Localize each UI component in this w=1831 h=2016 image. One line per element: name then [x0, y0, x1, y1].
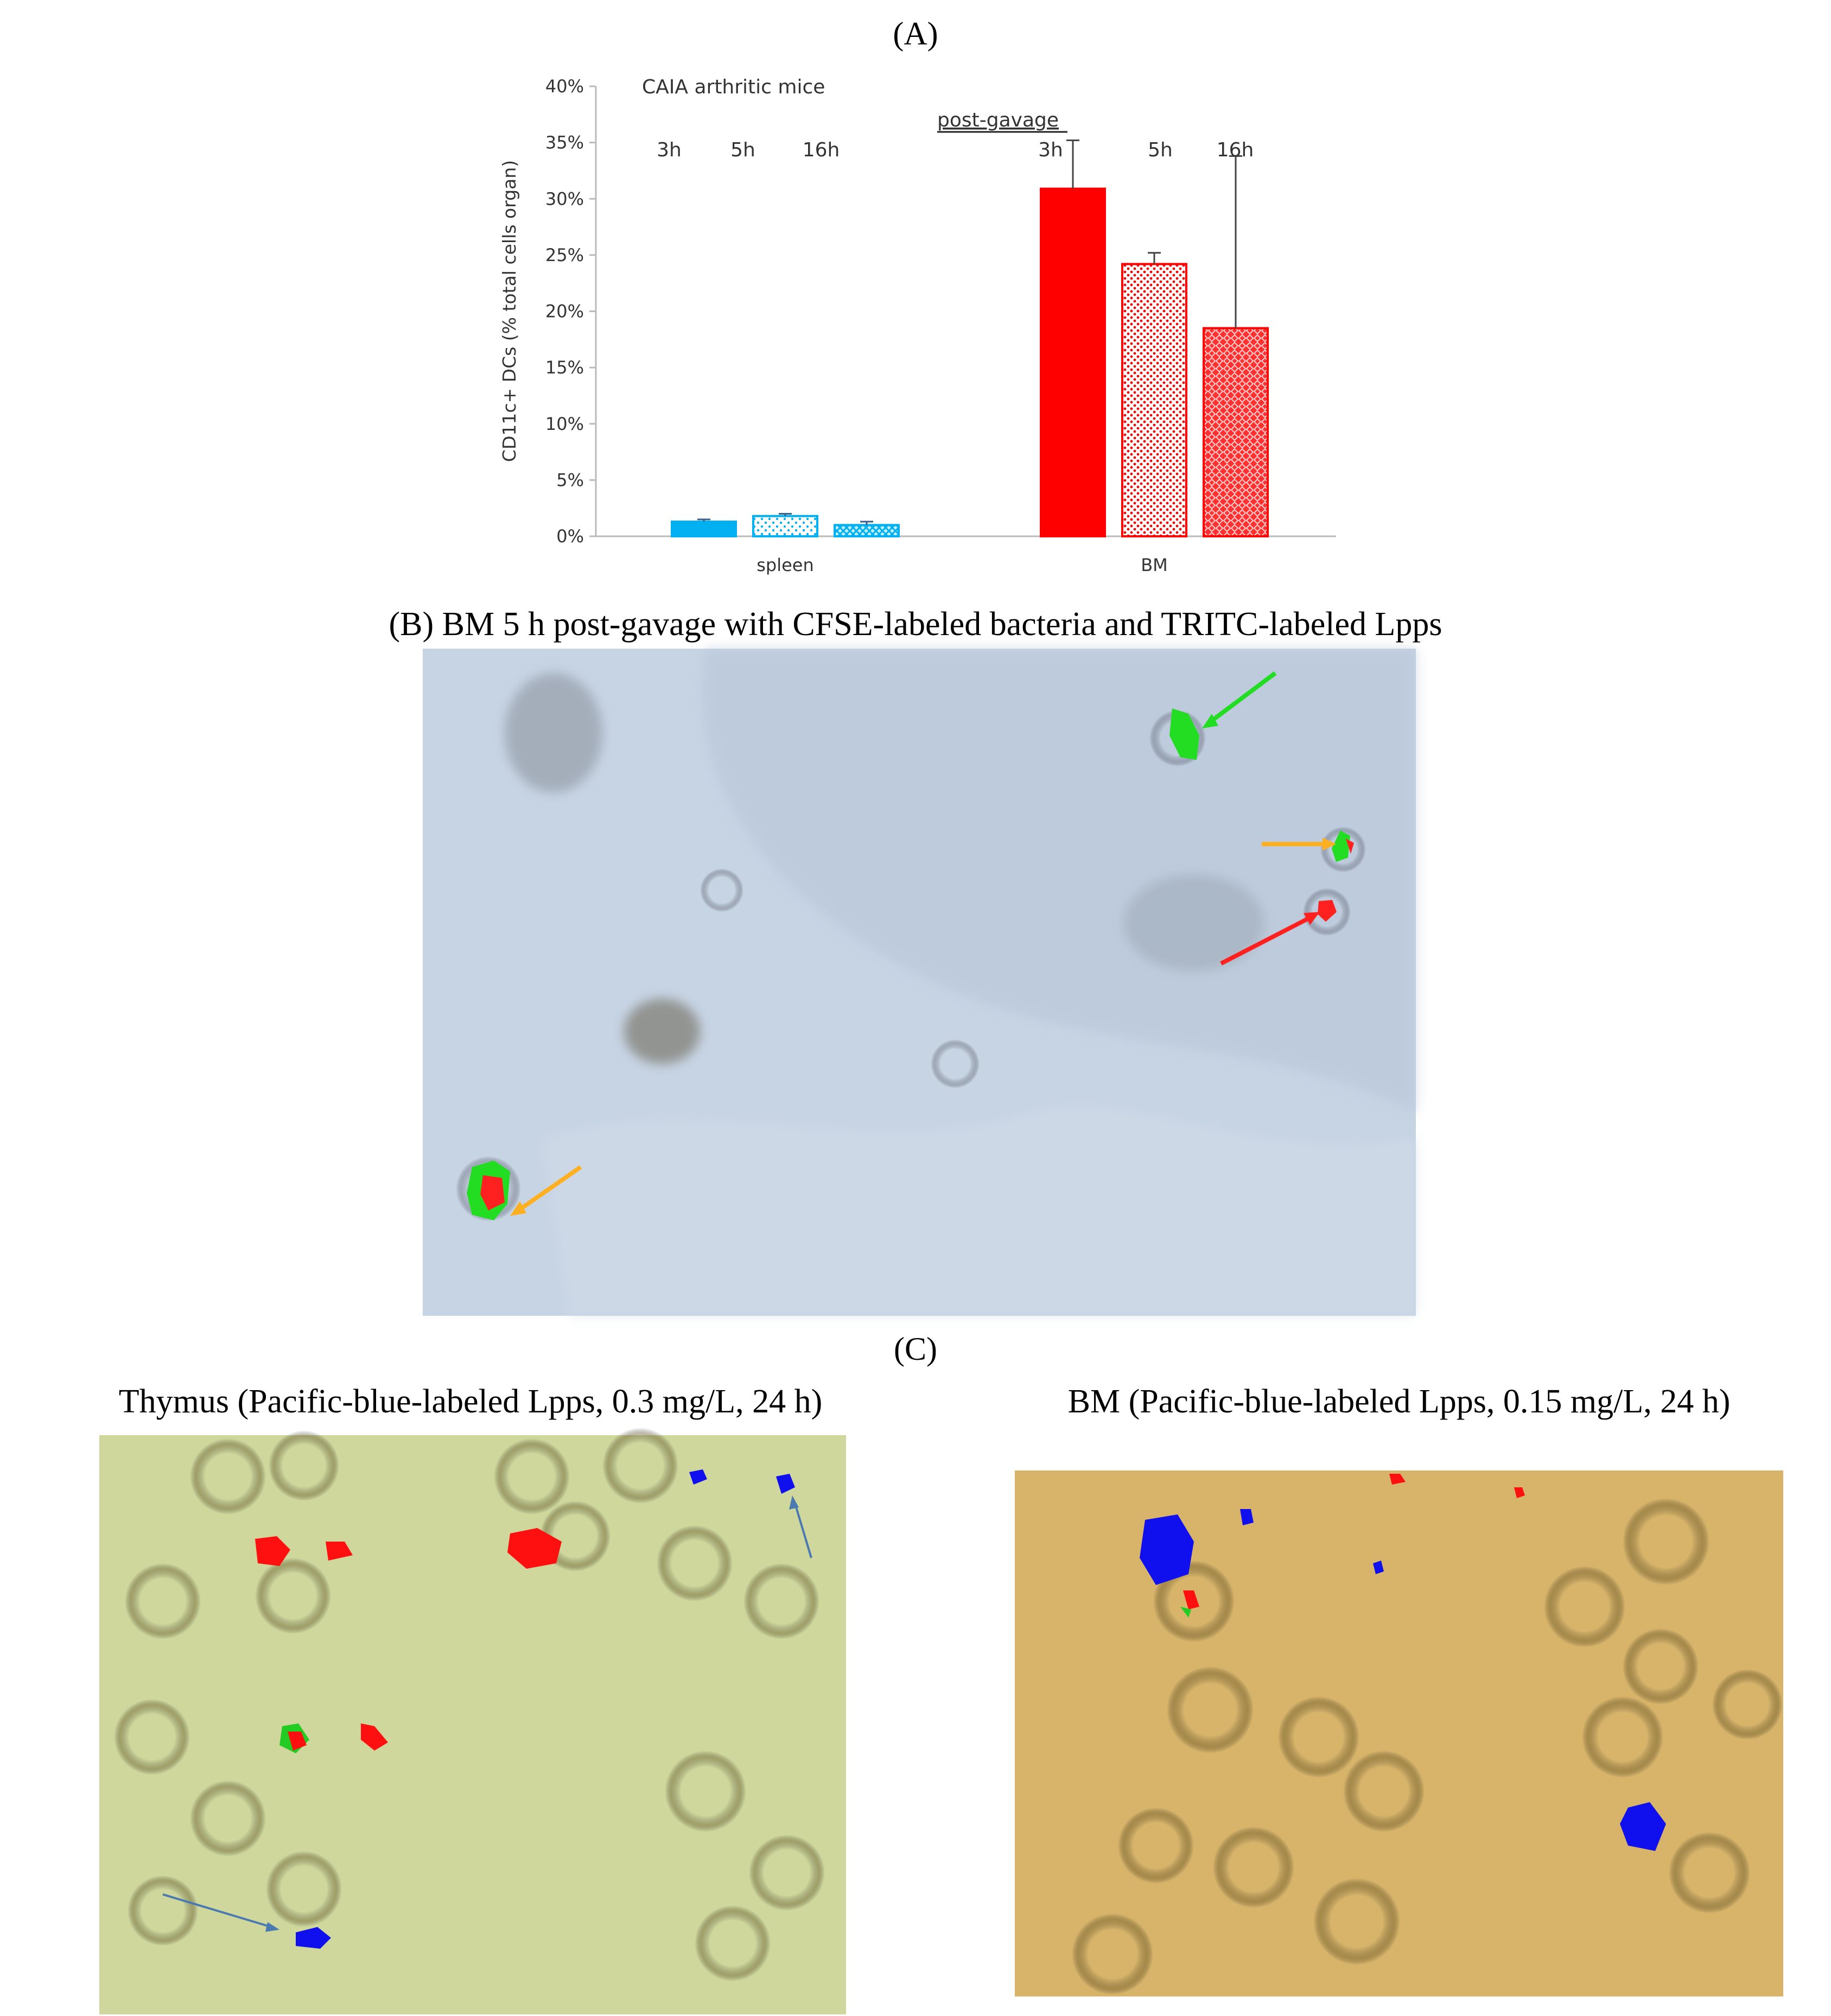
series-label: 16h [1217, 139, 1254, 161]
bar [1040, 187, 1106, 538]
y-tick-label: 15% [545, 357, 584, 378]
annotation: post-gavage [937, 109, 1059, 131]
y-tick-label: 5% [556, 470, 584, 490]
series-label: 5h [730, 139, 755, 161]
micrograph-bm [1015, 1470, 1783, 1996]
bar [1203, 327, 1269, 538]
bar-chart: 0% 5% 10% 15% 20% 25% 30% 35% 40% CD11c+ DCs (% t… [499, 76, 1336, 575]
panel-title: Thymus (Pacific-blue-labeled Lpps, 0.3 m… [119, 1383, 823, 1420]
y-tick-label: 30% [545, 188, 584, 209]
x-tick-label: BM [1141, 555, 1168, 575]
bar [834, 524, 900, 538]
bar [752, 515, 818, 538]
series-label: 16h [803, 139, 840, 161]
y-tick-label: 0% [556, 526, 584, 547]
panel-label: (C) [894, 1331, 937, 1367]
y-tick-label: 35% [545, 132, 584, 153]
series-label: 5h [1148, 139, 1173, 161]
y-axis-label: CD11c+ DCs (% total cells organ) [499, 160, 520, 462]
panel-label: (A) [893, 16, 938, 52]
panel-title: (B) BM 5 h post-gavage with CFSE-labeled… [389, 606, 1442, 643]
bar [671, 521, 737, 537]
micrograph-b [423, 649, 1416, 1316]
y-tick-label: 20% [545, 301, 584, 322]
series-label: 3h [657, 139, 682, 161]
y-tick-label: 25% [545, 245, 584, 265]
x-tick-label: spleen [756, 555, 814, 575]
bar [1121, 263, 1187, 537]
y-tick-label: 10% [545, 414, 584, 434]
y-tick-label: 40% [545, 76, 584, 97]
micrograph-thymus [99, 1428, 846, 2014]
panel-title: BM (Pacific-blue-labeled Lpps, 0.15 mg/L… [1068, 1383, 1731, 1420]
series-label: 3h [1038, 139, 1063, 161]
annotation: CAIA arthritic mice [642, 76, 825, 98]
